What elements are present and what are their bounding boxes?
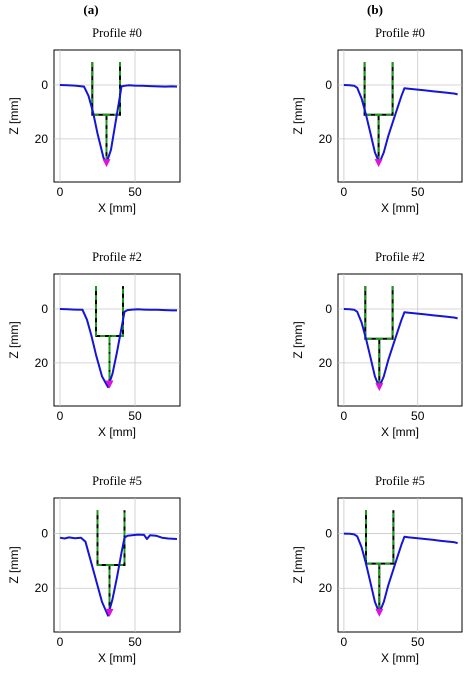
y-tick-label: 20 xyxy=(319,132,333,146)
x-tick-label: 50 xyxy=(411,185,425,199)
y-tick-label: 0 xyxy=(41,78,48,92)
profile-line xyxy=(59,533,178,617)
y-tick-label: 20 xyxy=(35,581,49,595)
chart-title: Profile #2 xyxy=(375,250,425,264)
y-axis-label: Z [mm] xyxy=(291,97,305,134)
tool-tip-marker xyxy=(374,159,383,168)
y-axis-label: Z [mm] xyxy=(291,546,305,583)
x-tick-label: 50 xyxy=(128,635,142,649)
y-tick-label: 0 xyxy=(325,78,332,92)
tool-outline xyxy=(363,62,394,164)
chart-3: Profile #2 0 50 0 20 X [mm] Z [mm] xyxy=(7,250,181,439)
x-tick-label: 50 xyxy=(411,409,425,423)
tool-tip-marker xyxy=(375,383,384,392)
chart-title: Profile #5 xyxy=(92,474,142,488)
y-tick-label: 0 xyxy=(41,302,48,316)
chart-title: Profile #2 xyxy=(92,250,142,264)
chart-5: Profile #5 0 50 0 20 X [mm] Z [mm] xyxy=(7,474,181,665)
tool-outline-dashed xyxy=(96,510,126,613)
x-tick-label: 0 xyxy=(57,185,64,199)
chart-title: Profile #0 xyxy=(92,26,142,40)
x-axis-label: X [mm] xyxy=(98,651,136,665)
y-tick-label: 20 xyxy=(319,581,333,595)
tool-outline-dashed xyxy=(95,286,124,385)
y-tick-label: 20 xyxy=(35,356,49,370)
x-tick-label: 50 xyxy=(411,635,425,649)
y-tick-label: 0 xyxy=(325,302,332,316)
profile-line xyxy=(59,308,177,389)
y-tick-label: 20 xyxy=(319,356,333,370)
x-tick-label: 0 xyxy=(341,409,348,423)
x-axis-label: X [mm] xyxy=(381,651,419,665)
chart-6: Profile #5 0 50 0 20 X [mm] Z [mm] xyxy=(291,474,463,665)
plot-area xyxy=(337,273,463,407)
x-axis-label: X [mm] xyxy=(98,425,136,439)
profile-line xyxy=(343,84,458,165)
x-axis-label: X [mm] xyxy=(381,425,419,439)
plot-area xyxy=(337,49,463,183)
x-axis-label: X [mm] xyxy=(381,201,419,215)
x-tick-label: 0 xyxy=(341,185,348,199)
x-axis-label: X [mm] xyxy=(98,201,136,215)
panel-label-a: (a) xyxy=(83,2,98,17)
chart-title: Profile #5 xyxy=(375,474,425,488)
panel-label-b: (b) xyxy=(367,2,383,17)
x-tick-label: 50 xyxy=(128,185,142,199)
x-tick-label: 0 xyxy=(57,409,64,423)
profile-line xyxy=(59,84,178,165)
tool-tip-marker xyxy=(102,159,111,168)
chart-1: Profile #0 0 50 0 20 X [mm] Z [mm] xyxy=(7,26,181,215)
chart-title: Profile #0 xyxy=(375,26,425,40)
chart-4: Profile #2 0 50 0 20 X [mm] Z [mm] xyxy=(291,250,463,439)
y-tick-label: 0 xyxy=(325,527,332,541)
tool-tip-marker xyxy=(105,380,114,389)
plot-area xyxy=(53,273,181,407)
x-tick-label: 50 xyxy=(128,409,142,423)
y-tick-label: 20 xyxy=(35,132,49,146)
y-axis-label: Z [mm] xyxy=(7,546,21,583)
y-tick-label: 0 xyxy=(41,527,48,541)
x-tick-label: 0 xyxy=(341,635,348,649)
y-axis-label: Z [mm] xyxy=(7,321,21,358)
y-axis-label: Z [mm] xyxy=(7,97,21,134)
tool-outline xyxy=(91,62,121,164)
tool-tip-marker xyxy=(375,608,384,617)
plot-area xyxy=(337,497,463,633)
tool-tip-marker xyxy=(105,608,114,617)
profile-line xyxy=(343,532,458,614)
y-axis-label: Z [mm] xyxy=(291,321,305,358)
chart-2: Profile #0 0 50 0 20 X [mm] Z [mm] xyxy=(291,26,463,215)
x-tick-label: 0 xyxy=(57,635,64,649)
profile-line xyxy=(343,308,458,389)
